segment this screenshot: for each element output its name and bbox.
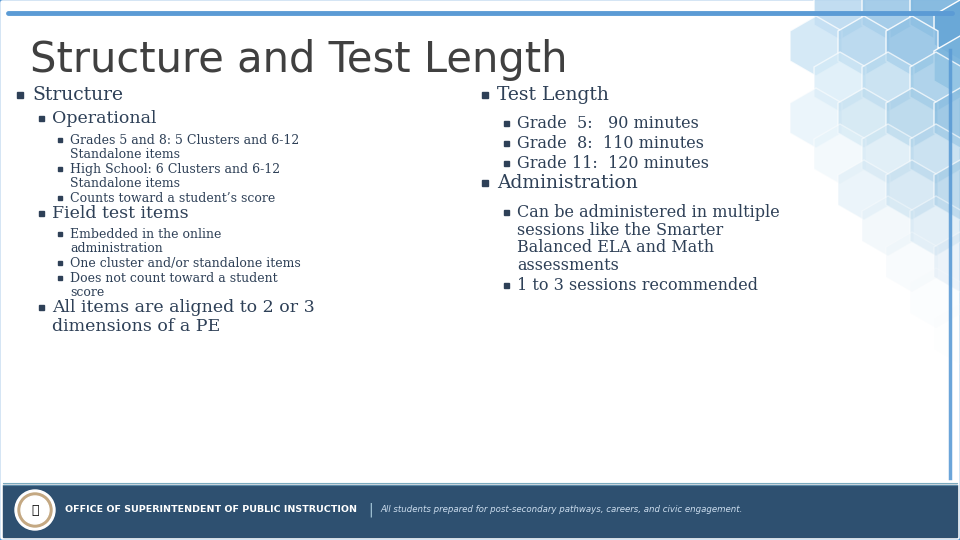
Polygon shape [838, 16, 890, 76]
Polygon shape [910, 52, 960, 112]
Text: score: score [70, 286, 105, 299]
Text: Standalone items: Standalone items [70, 148, 180, 161]
Bar [503, 141, 509, 146]
Text: Operational: Operational [52, 110, 156, 127]
Polygon shape [838, 160, 890, 220]
Polygon shape [934, 232, 960, 292]
Polygon shape [910, 0, 960, 40]
Text: assessments: assessments [517, 257, 619, 274]
Text: Field test items: Field test items [52, 205, 188, 221]
Bar [17, 92, 23, 98]
Text: Embedded in the online: Embedded in the online [70, 228, 222, 241]
Polygon shape [790, 88, 842, 148]
Text: sessions like the Smarter: sessions like the Smarter [517, 221, 723, 239]
Polygon shape [910, 124, 960, 184]
Text: Does not count toward a student: Does not count toward a student [70, 272, 277, 285]
Polygon shape [814, 52, 866, 112]
Bar [38, 305, 43, 309]
Polygon shape [934, 0, 960, 60]
Text: Balanced ELA and Math: Balanced ELA and Math [517, 239, 714, 256]
Text: All students prepared for post-secondary pathways, careers, and civic engagement: All students prepared for post-secondary… [380, 505, 742, 515]
Text: Grade  5:   90 minutes: Grade 5: 90 minutes [517, 116, 699, 132]
Polygon shape [862, 52, 914, 112]
Circle shape [15, 490, 55, 530]
Polygon shape [814, 124, 866, 184]
Bar [503, 161, 509, 166]
Polygon shape [862, 124, 914, 184]
Bar [503, 283, 509, 288]
Polygon shape [934, 304, 960, 364]
Text: Structure: Structure [32, 86, 123, 104]
Bar [3, 485, 957, 537]
Text: 🏛: 🏛 [32, 503, 38, 516]
Polygon shape [910, 268, 960, 328]
Polygon shape [862, 0, 914, 40]
Circle shape [21, 496, 49, 524]
Bar [482, 92, 488, 98]
Text: Administration: Administration [497, 174, 637, 192]
Text: Counts toward a student’s score: Counts toward a student’s score [70, 192, 276, 205]
Polygon shape [886, 88, 938, 148]
Text: Grade  8:  110 minutes: Grade 8: 110 minutes [517, 135, 704, 152]
Text: |: | [368, 503, 372, 517]
Polygon shape [838, 88, 890, 148]
Bar [58, 261, 62, 265]
Bar [58, 167, 62, 171]
Text: administration: administration [70, 242, 163, 255]
Bar [38, 211, 43, 215]
Text: 1 to 3 sessions recommended: 1 to 3 sessions recommended [517, 277, 758, 294]
Polygon shape [886, 232, 938, 292]
Text: Grade 11:  120 minutes: Grade 11: 120 minutes [517, 155, 709, 172]
Polygon shape [910, 196, 960, 256]
Polygon shape [862, 196, 914, 256]
Text: Grades 5 and 8: 5 Clusters and 6-12: Grades 5 and 8: 5 Clusters and 6-12 [70, 134, 300, 147]
Polygon shape [934, 88, 960, 148]
Polygon shape [814, 0, 866, 40]
Bar [58, 276, 62, 280]
Bar [503, 210, 509, 215]
Text: All items are aligned to 2 or 3: All items are aligned to 2 or 3 [52, 299, 315, 316]
Text: Structure and Test Length: Structure and Test Length [30, 39, 567, 81]
Polygon shape [790, 16, 842, 76]
Text: OFFICE OF SUPERINTENDENT OF PUBLIC INSTRUCTION: OFFICE OF SUPERINTENDENT OF PUBLIC INSTR… [65, 505, 357, 515]
Bar [482, 180, 488, 186]
Text: dimensions of a PE: dimensions of a PE [52, 318, 220, 335]
Bar [58, 196, 62, 200]
Text: Standalone items: Standalone items [70, 177, 180, 190]
Text: Test Length: Test Length [497, 86, 609, 104]
Polygon shape [886, 160, 938, 220]
Bar [503, 122, 509, 126]
Text: High School: 6 Clusters and 6-12: High School: 6 Clusters and 6-12 [70, 163, 280, 176]
Polygon shape [934, 36, 960, 96]
Bar [58, 138, 62, 143]
Polygon shape [934, 160, 960, 220]
Bar [58, 232, 62, 237]
Circle shape [18, 493, 52, 527]
Text: One cluster and/or standalone items: One cluster and/or standalone items [70, 257, 300, 270]
Text: Can be administered in multiple: Can be administered in multiple [517, 204, 780, 221]
Polygon shape [886, 16, 938, 76]
Bar [38, 117, 43, 122]
